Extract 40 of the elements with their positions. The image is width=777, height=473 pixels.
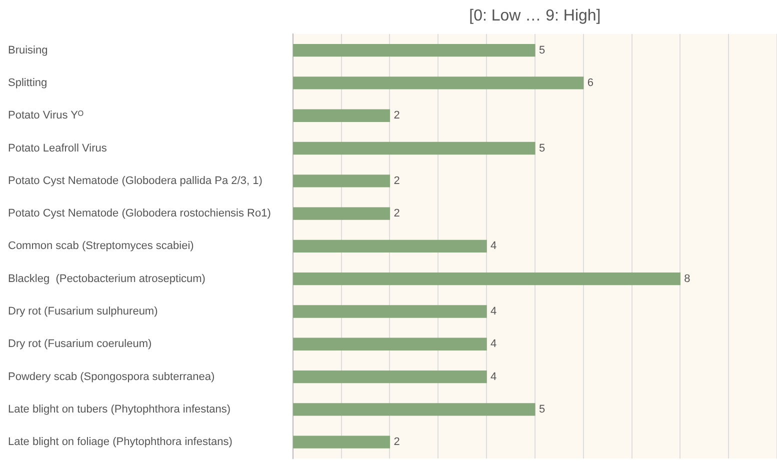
y-tick-label: Dry rot (Fusarium sulphureum)	[8, 306, 158, 318]
data-label: 4	[490, 338, 497, 350]
bar	[293, 436, 390, 448]
bar	[293, 207, 390, 220]
y-tick-label: Potato Virus Yᴼ	[8, 110, 84, 122]
bar	[293, 403, 536, 416]
data-label: 4	[490, 370, 497, 383]
y-tick-label: Powdery scab (Spongospora subterranea)	[8, 370, 215, 383]
data-label: 5	[538, 44, 546, 56]
y-tick-label: Splitting	[8, 77, 48, 89]
data-label: 2	[394, 436, 400, 448]
bar	[293, 142, 536, 155]
data-label: 5	[538, 403, 546, 416]
bar	[293, 76, 584, 90]
bar	[293, 174, 390, 188]
data-label: 4	[490, 306, 497, 318]
y-tick-label: Potato Leafroll Virus	[8, 142, 108, 154]
data-label: 4	[490, 240, 497, 252]
data-label: 2	[394, 174, 400, 187]
bar	[293, 240, 487, 253]
y-tick-label: Potato Cyst Nematode (Globodera pallida Pa 2/3, 1)	[8, 174, 262, 187]
y-tick-label: Bruising	[8, 44, 48, 56]
chart-title: [0: Low … 9: High]	[469, 7, 601, 24]
bar	[293, 272, 681, 286]
y-tick-label: Dry rot (Fusarium coeruleum)	[8, 338, 152, 350]
data-label: 2	[394, 208, 400, 220]
bar	[293, 109, 390, 122]
bar	[293, 338, 487, 350]
bar	[293, 44, 536, 57]
data-label: 8	[684, 272, 690, 285]
y-tick-label: Late blight on tubers (Phytophthora infestans)	[8, 403, 231, 416]
y-tick-label: Late blight on foliage (Phytophthora infestans)	[8, 436, 232, 448]
y-tick-label: Potato Cyst Nematode (Globodera rostochiensis Ro1)	[8, 208, 271, 220]
data-label: 5	[538, 142, 546, 154]
bar	[293, 305, 487, 318]
y-tick-label: Common scab (Streptomyces scabiei)	[8, 240, 194, 252]
bar	[293, 370, 487, 384]
data-label: 2	[394, 110, 400, 122]
y-tick-label: Blackleg (Pectobacterium atrosepticum)	[8, 272, 206, 285]
data-label: 6	[587, 77, 594, 89]
